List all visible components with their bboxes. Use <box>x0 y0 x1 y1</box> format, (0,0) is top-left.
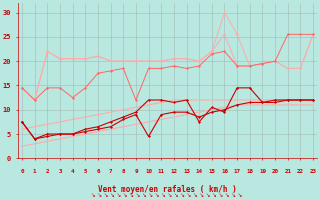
Text: ↘ ↘ ↘ ↘ ↘ ↘ ↘ ↘ ↘ ↘ ↘ ↘ ↘ ↘ ↘ ↘ ↘ ↘ ↘ ↘ ↘ ↘ ↘ ↘: ↘ ↘ ↘ ↘ ↘ ↘ ↘ ↘ ↘ ↘ ↘ ↘ ↘ ↘ ↘ ↘ ↘ ↘ ↘ ↘ … <box>91 193 244 198</box>
X-axis label: Vent moyen/en rafales ( km/h ): Vent moyen/en rafales ( km/h ) <box>98 185 237 194</box>
